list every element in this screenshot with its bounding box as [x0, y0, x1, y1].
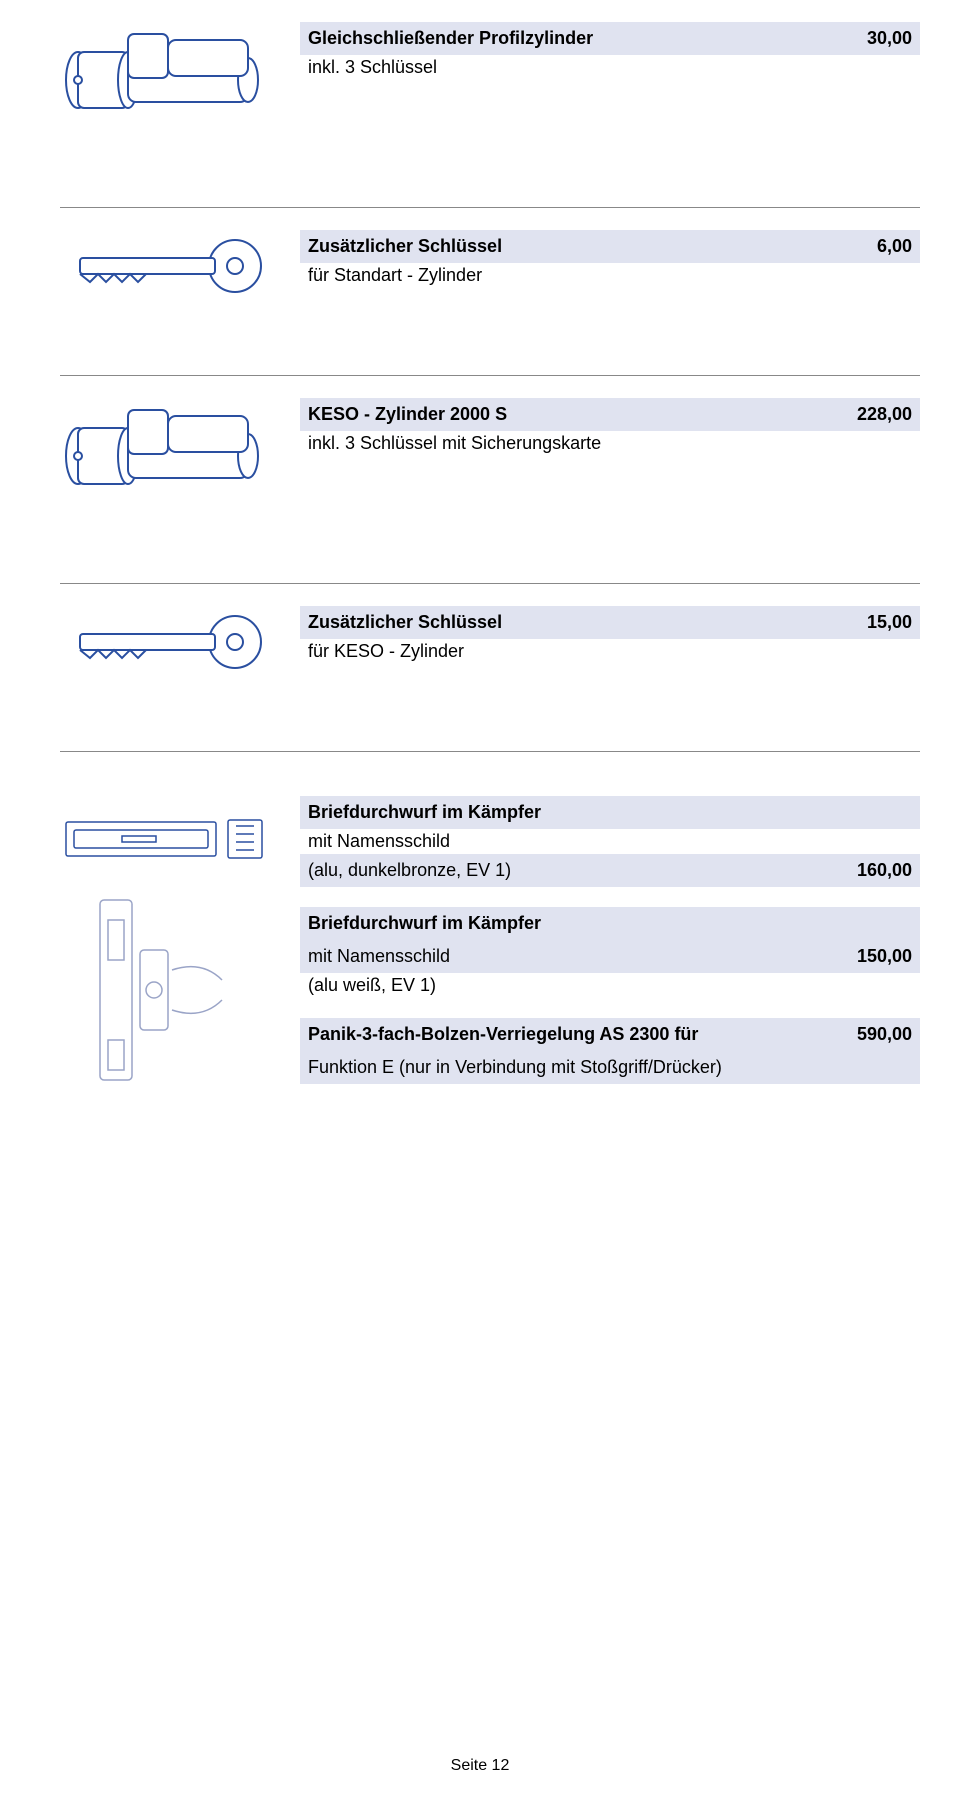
- item-line: (alu, dunkelbronze, EV 1): [308, 860, 511, 881]
- item-title: Zusätzlicher Schlüssel: [308, 236, 502, 257]
- item-row: KESO - Zylinder 2000 S 228,00 inkl. 3 Sc…: [0, 376, 960, 584]
- item-row: Zusätzlicher Schlüssel 6,00 für Standart…: [0, 208, 960, 376]
- mailslot-icon: [60, 792, 270, 882]
- item-title-row: KESO - Zylinder 2000 S 228,00: [300, 398, 920, 431]
- item-title: Panik-3-fach-Bolzen-Verriegelung AS 2300…: [308, 1024, 698, 1045]
- item-price: 228,00: [857, 404, 912, 425]
- key-icon: [60, 602, 270, 682]
- item-price: 15,00: [867, 612, 912, 633]
- item-title-row: Gleichschließender Profilzylinder 30,00: [300, 22, 920, 55]
- item-line-row: Funktion E (nur in Verbindung mit Stoßgr…: [300, 1051, 920, 1084]
- item-price: 150,00: [857, 946, 912, 967]
- item-subtitle: für KESO - Zylinder: [300, 639, 920, 664]
- item-price-row: mit Namensschild 150,00: [300, 940, 920, 973]
- item-price: 30,00: [867, 28, 912, 49]
- item-image: [60, 394, 300, 509]
- item-line: mit Namensschild: [308, 946, 450, 967]
- item-title: KESO - Zylinder 2000 S: [308, 404, 507, 425]
- item-text: KESO - Zylinder 2000 S 228,00 inkl. 3 Sc…: [300, 394, 920, 566]
- item-title: Gleichschließender Profilzylinder: [308, 28, 593, 49]
- item-title: Briefdurchwurf im Kämpfer: [308, 802, 541, 823]
- item-image: [60, 602, 300, 682]
- item-row: Zusätzlicher Schlüssel 15,00 für KESO - …: [0, 584, 960, 752]
- item-title: Zusätzlicher Schlüssel: [308, 612, 502, 633]
- item-image: [60, 18, 300, 133]
- item-line: Funktion E (nur in Verbindung mit Stoßgr…: [308, 1057, 722, 1078]
- item-price-row: (alu, dunkelbronze, EV 1) 160,00: [300, 854, 920, 887]
- item-image: [60, 226, 300, 306]
- cylinder-lock-icon: [60, 394, 270, 509]
- item-text: Zusätzlicher Schlüssel 15,00 für KESO - …: [300, 602, 920, 734]
- key-icon: [60, 226, 270, 306]
- item-subtitle: inkl. 3 Schlüssel: [300, 55, 920, 80]
- item-line: mit Namensschild: [300, 829, 920, 854]
- item-price: 6,00: [877, 236, 912, 257]
- item-title-row: Briefdurchwurf im Kämpfer: [300, 907, 920, 940]
- item-row: Briefdurchwurf im Kämpfer mit Namensschi…: [0, 752, 960, 1108]
- item-row: Gleichschließender Profilzylinder 30,00 …: [0, 0, 960, 208]
- item-subtitle: für Standart - Zylinder: [300, 263, 920, 288]
- page-footer: Seite 12: [0, 1757, 960, 1775]
- item-title-row: Zusätzlicher Schlüssel 15,00: [300, 606, 920, 639]
- cylinder-lock-icon: [60, 18, 270, 133]
- item-title-row: Panik-3-fach-Bolzen-Verriegelung AS 2300…: [300, 1018, 920, 1051]
- item-text: Briefdurchwurf im Kämpfer mit Namensschi…: [300, 792, 920, 1084]
- item-text: Gleichschließender Profilzylinder 30,00 …: [300, 18, 920, 190]
- item-title-row: Briefdurchwurf im Kämpfer: [300, 796, 920, 829]
- item-title: Briefdurchwurf im Kämpfer: [308, 913, 541, 934]
- item-subtitle: inkl. 3 Schlüssel mit Sicherungskarte: [300, 431, 920, 456]
- panic-lock-icon: [60, 890, 240, 1090]
- item-title-row: Zusätzlicher Schlüssel 6,00: [300, 230, 920, 263]
- item-line: (alu weiß, EV 1): [300, 973, 920, 998]
- item-text: Zusätzlicher Schlüssel 6,00 für Standart…: [300, 226, 920, 358]
- item-image: [60, 792, 300, 1090]
- item-price: 160,00: [857, 860, 912, 881]
- item-price: 590,00: [857, 1024, 912, 1045]
